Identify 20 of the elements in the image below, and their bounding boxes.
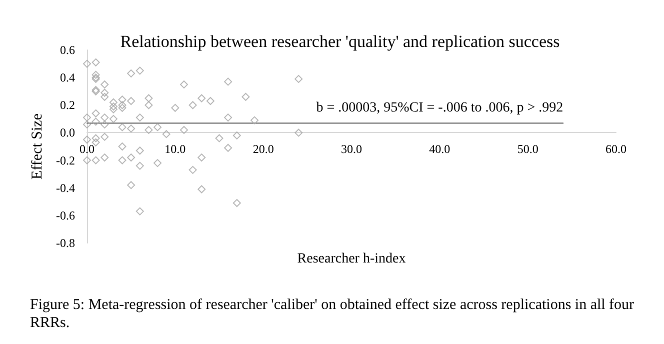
x-tick-label: 60.0 xyxy=(606,142,626,156)
caption: Figure 5: Meta-regression of researcher 'caliber' on obtained effect size across replications in all four RRRs. xyxy=(30,296,636,332)
x-tick-label: 10.0 xyxy=(164,142,186,156)
y-tick-label: 0.4 xyxy=(60,70,75,85)
y-tick-label: -0.8 xyxy=(56,236,75,250)
y-tick-label: 0.0 xyxy=(60,126,75,140)
annotation: b = .00003, 95%CI = -.006 to .006, p > .992 xyxy=(316,100,564,116)
y-tick-label: 0.6 xyxy=(60,43,75,57)
x-tick-label: 20.0 xyxy=(252,142,274,156)
x-tick-label: 40.0 xyxy=(429,142,450,156)
y-tick-label: -0.2 xyxy=(56,153,75,168)
y-tick-label: -0.6 xyxy=(56,208,75,222)
x-tick-label: 0.0 xyxy=(80,142,94,156)
x-axis-title: Researcher h-index xyxy=(297,252,406,266)
y-tick-label: -0.4 xyxy=(56,180,75,195)
x-tick-label: 30.0 xyxy=(341,142,362,156)
y-axis-title: Effect Size xyxy=(30,113,46,180)
x-tick-label: 50.0 xyxy=(517,142,538,156)
y-tick-label: 0.2 xyxy=(60,98,75,112)
chart-title: Relationship between researcher 'quality' and replication success xyxy=(119,31,561,52)
